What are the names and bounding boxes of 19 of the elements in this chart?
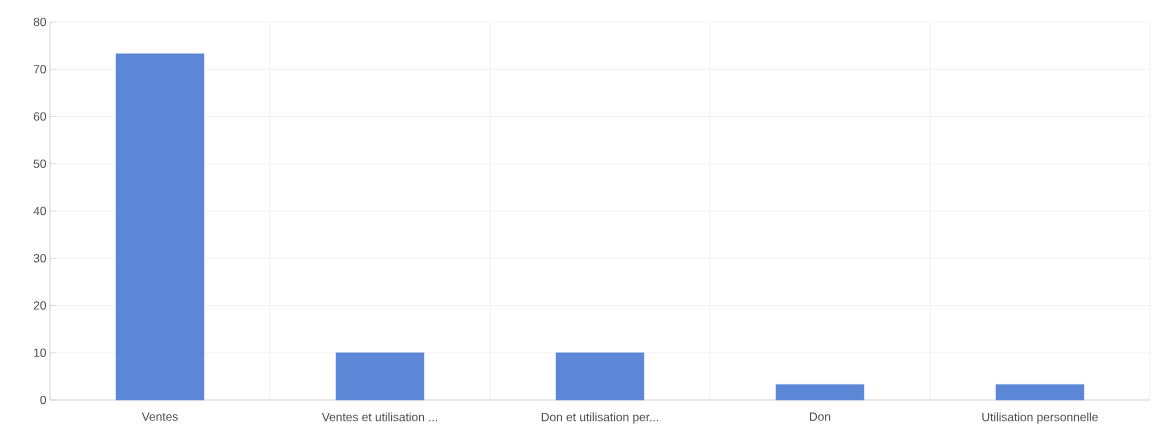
bar	[995, 384, 1085, 401]
bar	[335, 352, 425, 401]
x-tick-label: Ventes	[141, 412, 178, 421]
y-tick-label: 30	[33, 254, 47, 263]
bar	[555, 352, 645, 401]
y-tick-label: 10	[34, 348, 47, 357]
x-tick-label: Don	[809, 412, 831, 421]
y-tick-label: 40	[33, 206, 47, 216]
y-tick-label: 0	[40, 395, 47, 405]
bar	[775, 384, 865, 401]
y-tick-label: 20	[33, 301, 47, 310]
y-tick-label: 80	[33, 17, 47, 27]
x-tick-label: Utilisation personnelle	[982, 412, 1098, 424]
y-tick-label: 70	[33, 65, 47, 74]
bar	[115, 53, 205, 401]
y-tick-label: 50	[33, 159, 47, 168]
y-tick-label: 60	[33, 112, 47, 121]
x-tick-label: Ventes et utilisation ...	[321, 412, 438, 422]
x-tick-label: Don et utilisation per...	[541, 412, 659, 424]
